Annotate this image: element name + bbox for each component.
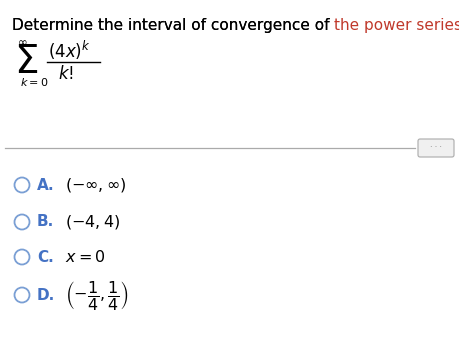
Text: the power series.: the power series. — [334, 18, 459, 33]
Text: Determine the interval of convergence of: Determine the interval of convergence of — [12, 18, 334, 33]
Text: $\left(-\dfrac{1}{4},\dfrac{1}{4}\right)$: $\left(-\dfrac{1}{4},\dfrac{1}{4}\right)… — [65, 279, 129, 312]
Text: A.: A. — [37, 177, 55, 193]
Text: D.: D. — [37, 288, 55, 303]
Text: C.: C. — [37, 249, 54, 265]
Text: B.: B. — [37, 215, 54, 230]
Text: $x=0$: $x=0$ — [65, 249, 106, 265]
Text: · · ·: · · · — [430, 144, 442, 152]
Text: $(4x)^k$: $(4x)^k$ — [48, 39, 91, 62]
Text: $\infty$: $\infty$ — [17, 35, 27, 48]
Text: $\Sigma$: $\Sigma$ — [14, 43, 38, 81]
Text: $k!$: $k!$ — [58, 65, 74, 83]
Text: $(-4,4)$: $(-4,4)$ — [65, 213, 120, 231]
FancyBboxPatch shape — [418, 139, 454, 157]
Text: $k=0$: $k=0$ — [20, 76, 48, 88]
Text: Determine the interval of convergence of: Determine the interval of convergence of — [12, 18, 334, 33]
Text: $(-\infty,\infty)$: $(-\infty,\infty)$ — [65, 176, 126, 194]
